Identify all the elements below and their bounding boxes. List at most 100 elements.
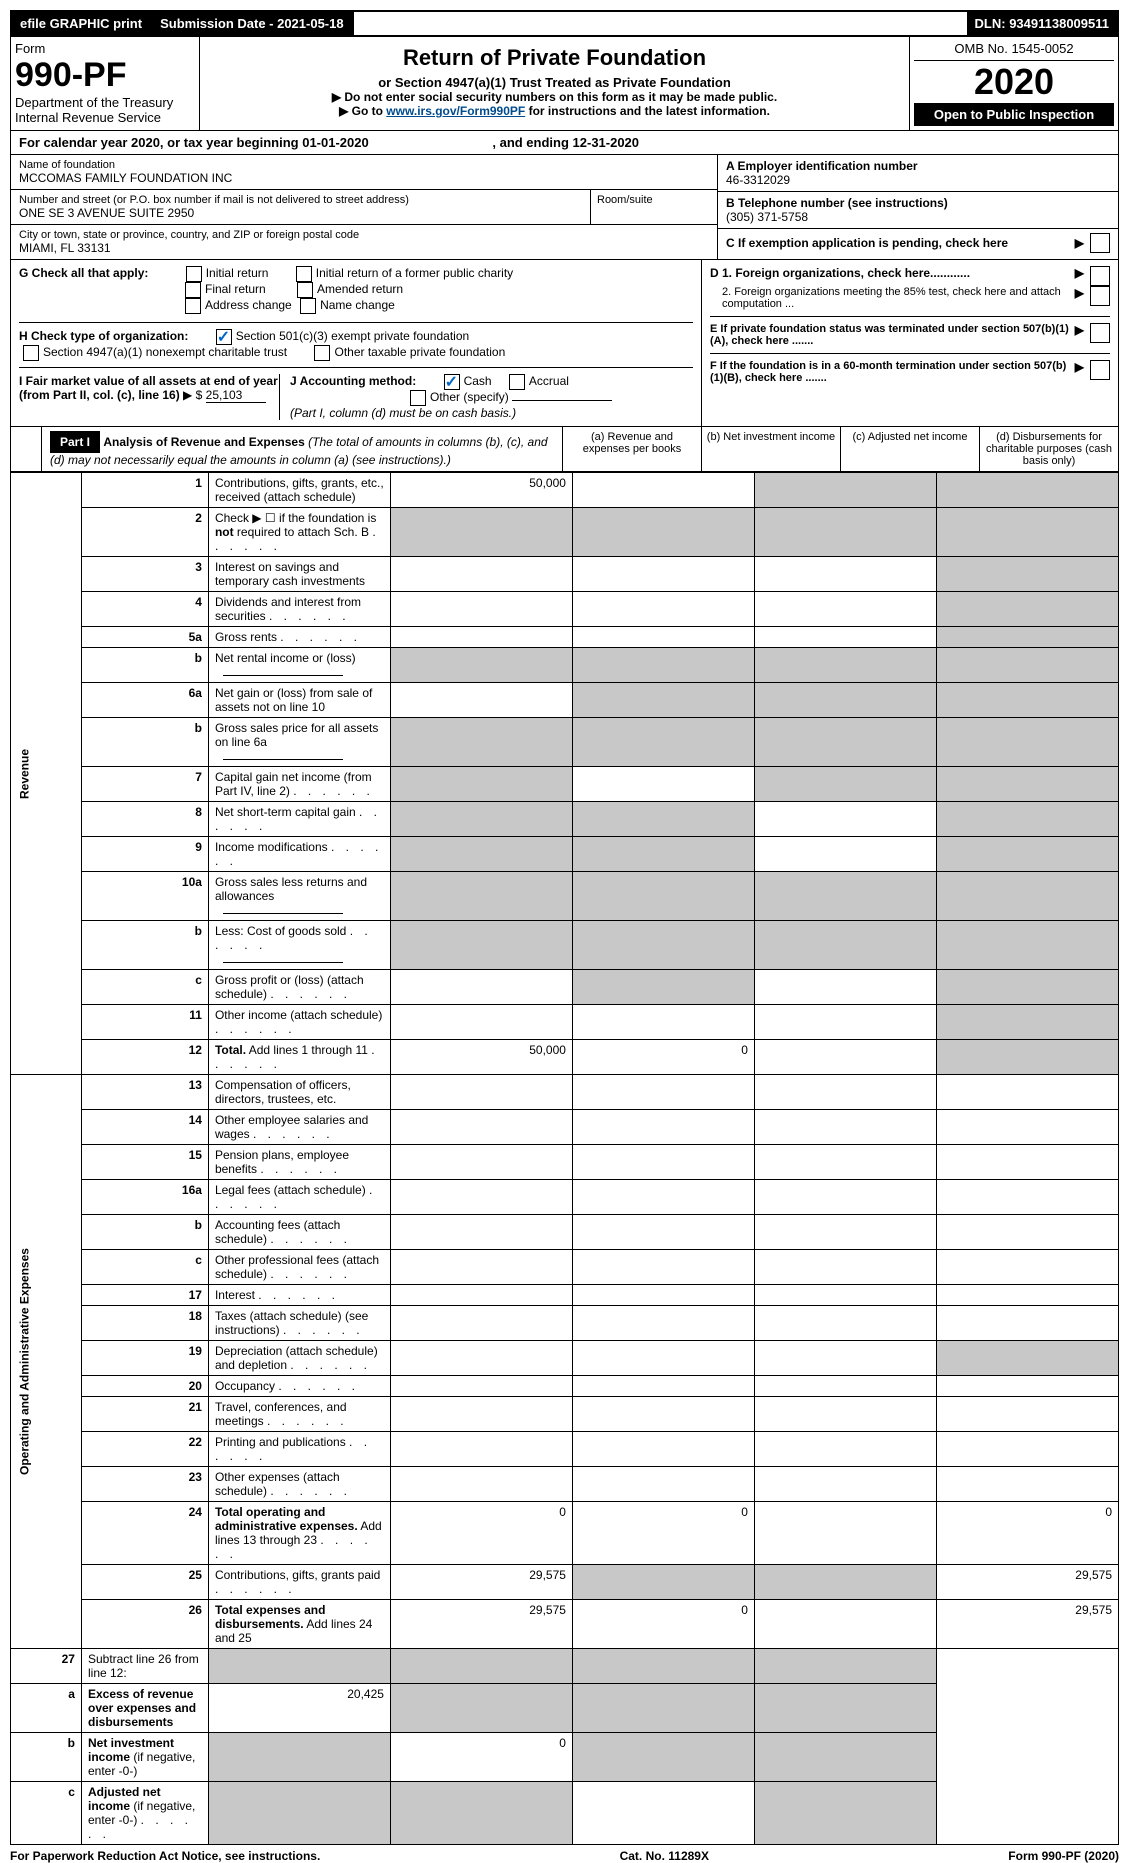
col-d-header: (d) Disbursements for charitable purpose… [979, 427, 1118, 471]
line-desc: Interest on savings and temporary cash i… [208, 557, 390, 592]
cell-a [390, 767, 572, 802]
501c3-checkbox[interactable] [216, 329, 232, 345]
cell-a [390, 557, 572, 592]
g-label: G Check all that apply: [19, 266, 148, 280]
line-number: 20 [81, 1376, 208, 1397]
dln-label: DLN: 93491138009511 [967, 12, 1117, 35]
cell-c [754, 1306, 936, 1341]
cell-c [754, 683, 936, 718]
f-checkbox[interactable] [1090, 360, 1110, 380]
line-number: b [11, 1733, 82, 1782]
paperwork-notice: For Paperwork Reduction Act Notice, see … [10, 1849, 320, 1863]
cat-no: Cat. No. 11289X [620, 1849, 709, 1863]
line-desc: Taxes (attach schedule) (see instruction… [208, 1306, 390, 1341]
line-desc: Other employee salaries and wages . . . … [208, 1110, 390, 1145]
cell-c [754, 508, 936, 557]
cell-b [572, 683, 754, 718]
cell-d [936, 1075, 1118, 1110]
line-number: 3 [81, 557, 208, 592]
e-checkbox[interactable] [1090, 323, 1110, 343]
cell-d [936, 1432, 1118, 1467]
cell-b [390, 1684, 572, 1733]
line-number: 17 [81, 1285, 208, 1306]
cell-c [754, 648, 936, 683]
cell-c [754, 592, 936, 627]
cell-a [390, 837, 572, 872]
c-checkbox[interactable] [1090, 233, 1110, 253]
line-number: 16a [81, 1180, 208, 1215]
cell-d [936, 767, 1118, 802]
d1-checkbox[interactable] [1090, 266, 1110, 286]
cell-a [390, 718, 572, 767]
line-desc: Other income (attach schedule) . . . . .… [208, 1005, 390, 1040]
arrow-icon: ▶ [1075, 236, 1084, 250]
cell-d [936, 648, 1118, 683]
address-change-checkbox[interactable] [185, 298, 201, 314]
cell-c [754, 767, 936, 802]
part1-header-row: Part I Analysis of Revenue and Expenses … [10, 427, 1119, 472]
cell-a [390, 1306, 572, 1341]
cell-d [936, 1397, 1118, 1432]
line-desc: Total. Add lines 1 through 11 . . . . . … [208, 1040, 390, 1075]
irs-link[interactable]: www.irs.gov/Form990PF [386, 104, 525, 118]
line-desc: Net gain or (loss) from sale of assets n… [208, 683, 390, 718]
phone-value: (305) 371-5758 [726, 210, 1110, 224]
line-desc: Net rental income or (loss) [208, 648, 390, 683]
cell-c [754, 1250, 936, 1285]
cell-c [754, 1075, 936, 1110]
line-number: 5a [81, 627, 208, 648]
city-label: City or town, state or province, country… [19, 229, 709, 241]
cell-c [754, 627, 936, 648]
cell-d [936, 1376, 1118, 1397]
line-number: c [11, 1782, 82, 1845]
entity-info: Name of foundation MCCOMAS FAMILY FOUNDA… [10, 155, 1119, 260]
cell-d [936, 683, 1118, 718]
cell-a [390, 683, 572, 718]
line-number: 14 [81, 1110, 208, 1145]
cell-c [572, 1684, 754, 1733]
line-number: 24 [81, 1502, 208, 1565]
cell-d [936, 921, 1118, 970]
efile-label: efile GRAPHIC print [12, 12, 152, 35]
line-number: 18 [81, 1306, 208, 1341]
initial-return-checkbox[interactable] [186, 266, 202, 282]
cell-a [390, 1397, 572, 1432]
cell-b [390, 1782, 572, 1845]
4947-checkbox[interactable] [23, 345, 39, 361]
col-a-header: (a) Revenue and expenses per books [562, 427, 701, 471]
cell-b [572, 1341, 754, 1376]
cell-b: 0 [572, 1600, 754, 1649]
cell-c [572, 1649, 754, 1684]
amended-checkbox[interactable] [297, 282, 313, 298]
cell-b [572, 802, 754, 837]
cell-c [754, 1502, 936, 1565]
cell-a [390, 1145, 572, 1180]
cell-b [572, 1565, 754, 1600]
accrual-checkbox[interactable] [509, 374, 525, 390]
cell-c [754, 1376, 936, 1397]
cell-a [390, 1432, 572, 1467]
former-charity-checkbox[interactable] [296, 266, 312, 282]
calendar-year-row: For calendar year 2020, or tax year begi… [10, 131, 1119, 155]
line-desc: Gross rents . . . . . . [208, 627, 390, 648]
line-number: 25 [81, 1565, 208, 1600]
final-return-checkbox[interactable] [185, 282, 201, 298]
cell-a [390, 627, 572, 648]
d2-checkbox[interactable] [1090, 286, 1110, 306]
other-taxable-checkbox[interactable] [314, 345, 330, 361]
omb-number: OMB No. 1545-0052 [914, 41, 1114, 61]
cell-a [208, 1733, 390, 1782]
cell-b [572, 1250, 754, 1285]
line-desc: Contributions, gifts, grants, etc., rece… [208, 473, 390, 508]
line-desc: Legal fees (attach schedule) . . . . . . [208, 1180, 390, 1215]
name-change-checkbox[interactable] [300, 298, 316, 314]
other-method-checkbox[interactable] [410, 390, 426, 406]
cell-c [754, 473, 936, 508]
line-number: c [81, 970, 208, 1005]
phone-label: B Telephone number (see instructions) [726, 196, 1110, 210]
cell-c [572, 1782, 754, 1845]
cash-checkbox[interactable] [444, 374, 460, 390]
line-number: 26 [81, 1600, 208, 1649]
f-label: F If the foundation is in a 60-month ter… [710, 360, 1075, 384]
cell-b [572, 1467, 754, 1502]
